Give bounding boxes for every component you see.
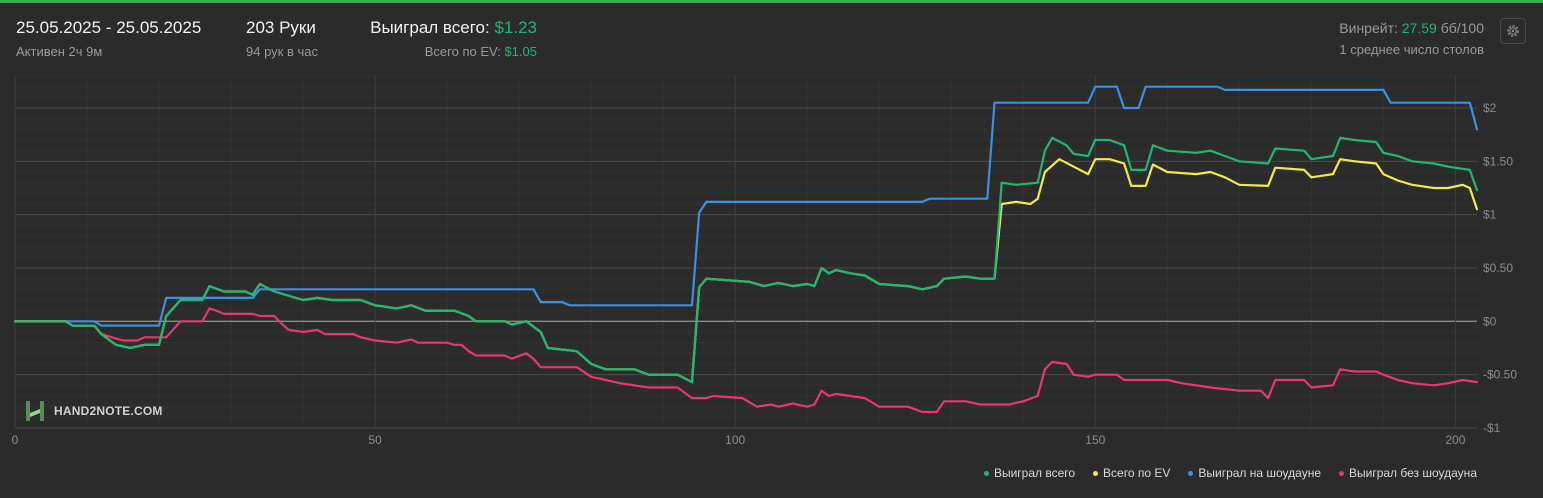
chart-grid <box>14 75 1477 429</box>
legend-label: Выиграл на шоудауне <box>1198 466 1321 480</box>
series-line-non_showdown <box>13 307 1479 414</box>
winrate-label: Винрейт: <box>1339 20 1398 36</box>
x-tick-label: 150 <box>1085 433 1105 447</box>
y-axis-ticks: $2 $1.50 $1 $0.50 $0 -$0.50 -$1 <box>1483 101 1517 435</box>
date-block: 25.05.2025 - 25.05.2025 Активен 2ч 9м <box>16 18 201 59</box>
series-line-showdown <box>13 85 1479 327</box>
winrate-unit: бб/100 <box>1440 20 1484 36</box>
y-tick-label: $1.50 <box>1483 154 1513 168</box>
won-total-value: $1.23 <box>494 18 537 37</box>
legend-label: Выиграл без шоудауна <box>1349 466 1477 480</box>
won-total-label: Выиграл всего: <box>370 18 490 37</box>
winrate-block: Винрейт: 27.59 бб/100 1 среднее число ст… <box>1240 18 1484 57</box>
won-total: Выиграл всего: $1.23 <box>300 18 537 38</box>
hands-per-hour: 94 рук в час <box>246 44 318 59</box>
legend-label: Выиграл всего <box>993 466 1076 480</box>
profit-chart: 0 50 100 150 200 $2 $1.50 $1 $0.50 $0 -$0.50 -$1 <box>12 75 1517 447</box>
ev-total-value: $1.05 <box>504 44 537 59</box>
x-tick-label: 200 <box>1445 433 1465 447</box>
chart-series <box>13 85 1479 414</box>
y-tick-label: $0.50 <box>1483 261 1513 275</box>
legend-item-ev[interactable]: Всего по EV <box>1093 466 1170 480</box>
winrate: Винрейт: 27.59 бб/100 <box>1240 20 1484 36</box>
top-accent-line <box>0 0 1543 3</box>
x-tick-label: 0 <box>12 433 19 447</box>
date-range[interactable]: 25.05.2025 - 25.05.2025 <box>16 18 202 37</box>
hands-count: 203 Руки <box>246 18 316 37</box>
y-tick-label: -$1 <box>1483 421 1501 435</box>
winrate-value: 27.59 <box>1401 20 1437 36</box>
legend-dot-icon <box>1188 470 1194 476</box>
chart-legend: Выиграл всего Всего по EV Выиграл на шоу… <box>983 466 1477 480</box>
x-tick-label: 50 <box>368 433 382 447</box>
ev-total-label: Всего по EV: <box>424 44 501 59</box>
gear-icon <box>1507 25 1519 37</box>
legend-dot-icon <box>983 470 989 476</box>
tables-count: 1 среднее число столов <box>1339 42 1484 57</box>
x-axis-ticks: 0 50 100 150 200 <box>12 433 1466 447</box>
winnings-block: Выиграл всего: $1.23 Всего по EV: $1.05 <box>300 18 537 59</box>
settings-button[interactable] <box>1500 18 1526 44</box>
hand2note-logo: HAND2NOTE.COM <box>24 400 163 422</box>
legend-dot-icon <box>1339 470 1344 476</box>
y-tick-label: $2 <box>1483 101 1497 115</box>
series-line-ev <box>13 158 1479 384</box>
legend-item-won[interactable]: Выиграл всего <box>983 466 1076 480</box>
x-tick-label: 100 <box>725 433 745 447</box>
y-tick-label: -$0.50 <box>1483 368 1517 382</box>
hand2note-logo-icon <box>26 401 44 421</box>
legend-label: Всего по EV <box>1103 466 1171 480</box>
active-time: Активен 2ч 9м <box>16 44 103 59</box>
y-tick-label: $0 <box>1483 314 1497 328</box>
legend-item-non-showdown[interactable]: Выиграл без шоудауна <box>1339 466 1477 480</box>
hands-block: 203 Руки 94 рук в час <box>246 18 318 59</box>
y-tick-label: $1 <box>1483 208 1497 222</box>
series-line-won <box>13 136 1479 384</box>
legend-item-showdown[interactable]: Выиграл на шоудауне <box>1188 466 1321 480</box>
legend-dot-icon <box>1093 470 1099 476</box>
ev-total: Всего по EV: $1.05 <box>300 44 537 59</box>
logo-text: HAND2NOTE.COM <box>54 404 163 418</box>
